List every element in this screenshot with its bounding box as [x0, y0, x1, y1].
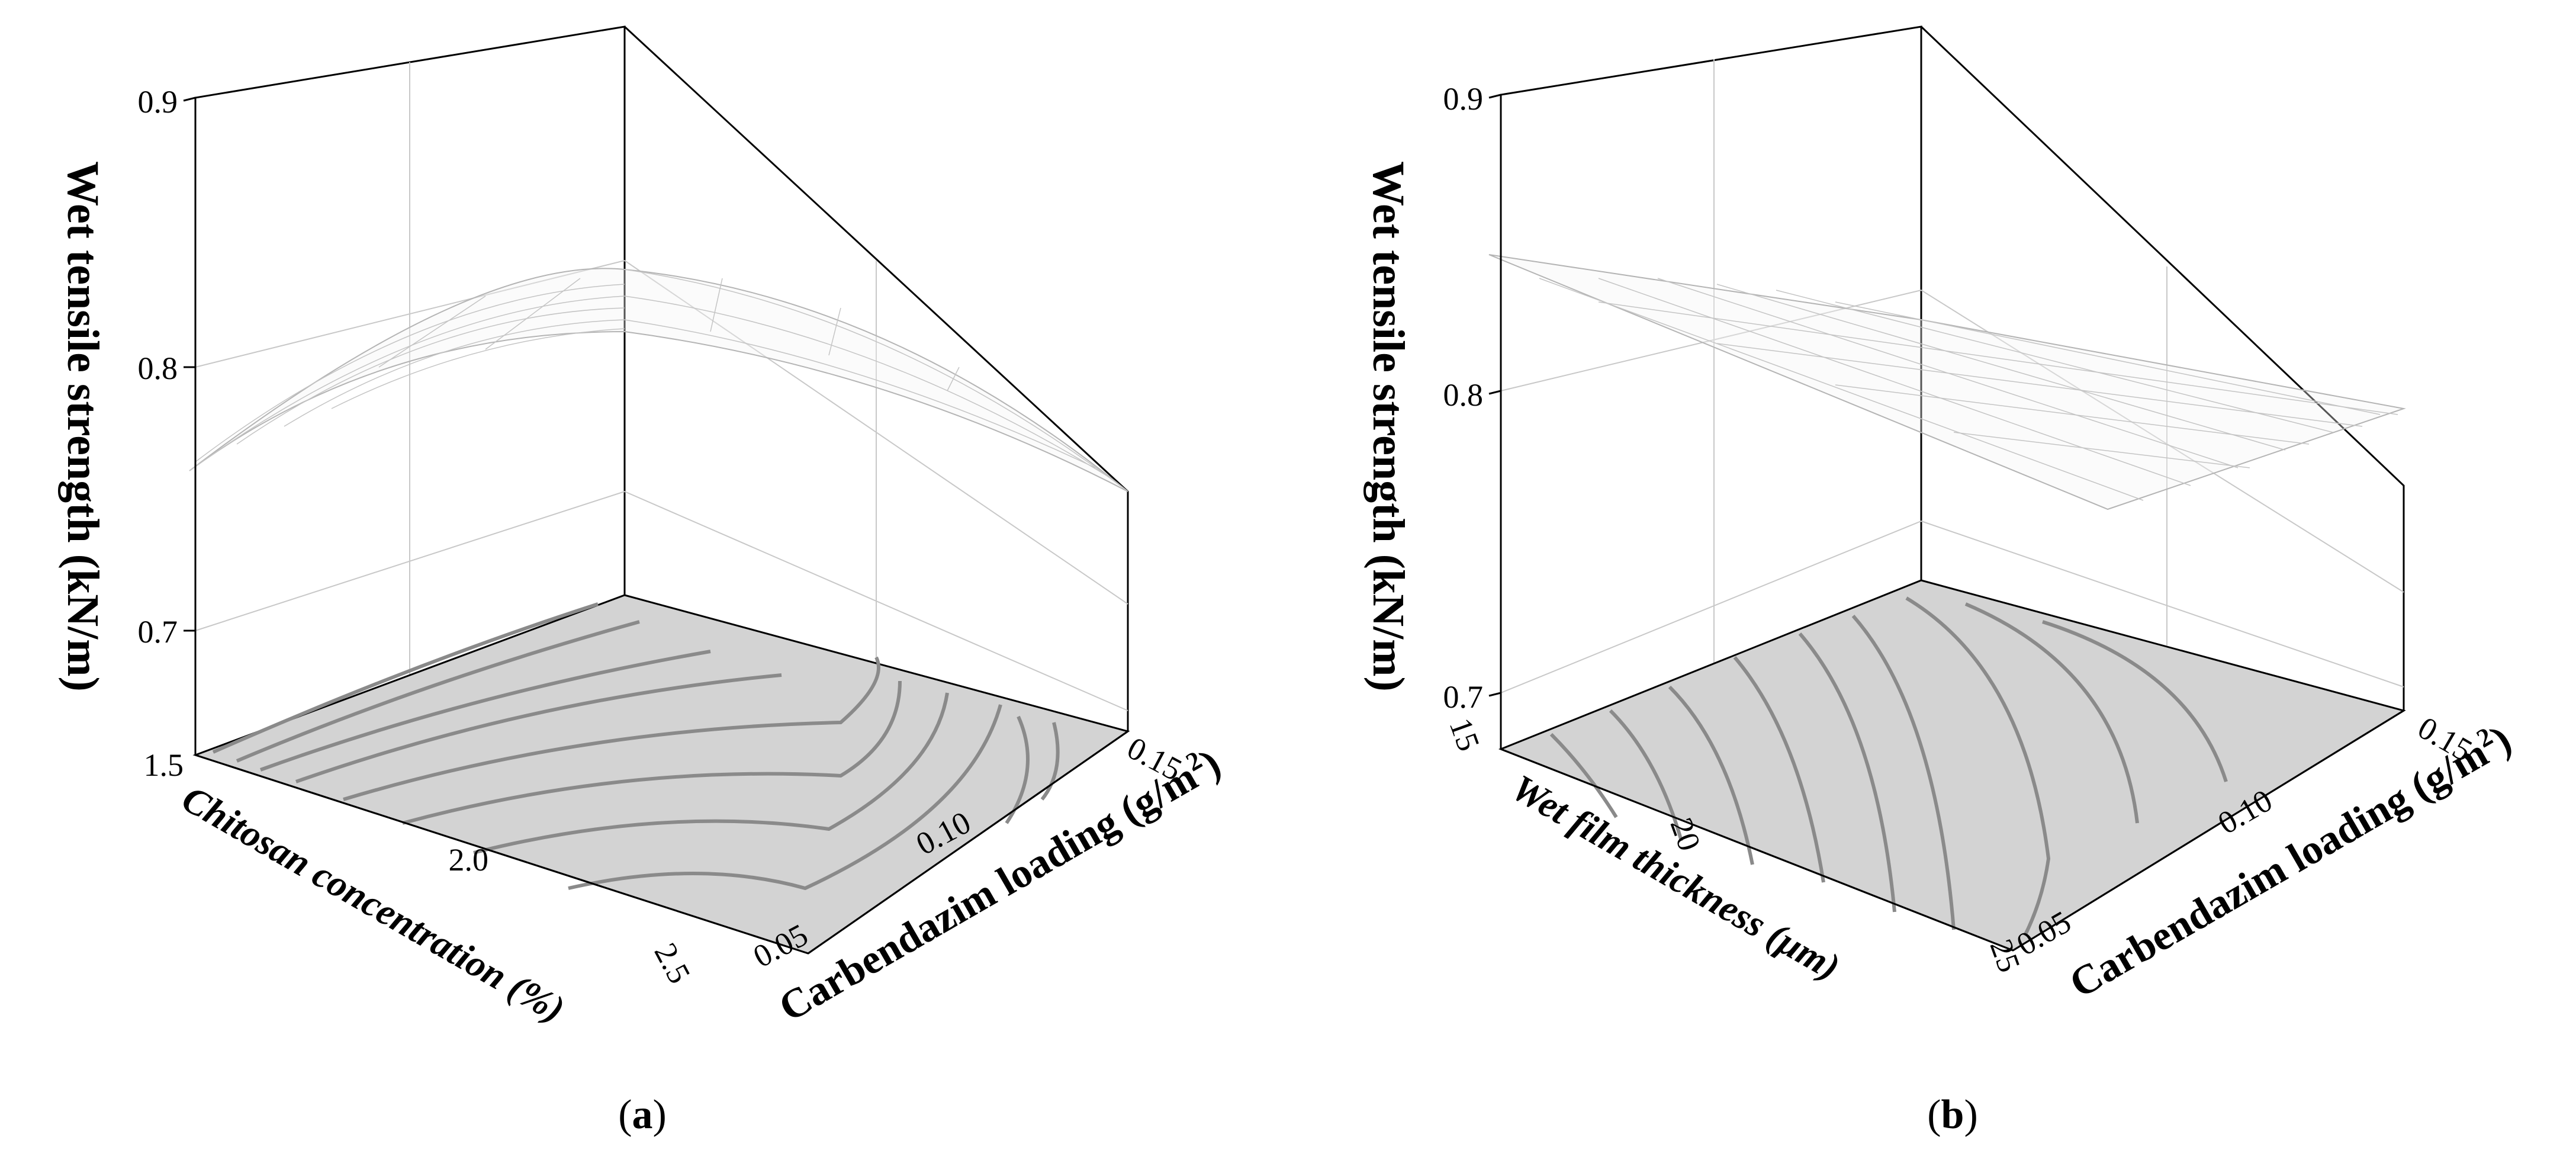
z-axis-title: Wet tensile strength (kN/m) [1363, 161, 1413, 692]
x-tick-label: 1.5 [144, 747, 184, 783]
x-tick-label: 2.0 [449, 842, 489, 878]
back-wall-grid [195, 62, 1128, 711]
z-tick-label: 0.8 [138, 351, 178, 386]
z-tick-label: 0.9 [1443, 81, 1484, 117]
z-tick-label: 0.8 [1443, 377, 1484, 413]
response-surface [189, 268, 1128, 492]
z-axis-ticks [1488, 94, 1501, 697]
panel-letter: a [632, 1092, 653, 1138]
panel-label-a: (a) [618, 1092, 667, 1138]
x-tick-label: 15 [1442, 714, 1487, 756]
z-axis-ticks [183, 97, 196, 632]
z-axis-title: Wet tensile strength (kN/m) [58, 161, 108, 692]
z-tick-label: 0.9 [138, 84, 178, 120]
floor-contour-lines [212, 602, 1060, 891]
panel-letter: b [1941, 1092, 1964, 1138]
front-axes [1500, 95, 2404, 952]
x-tick-label: 2.5 [648, 937, 698, 990]
back-wall-grid [1500, 59, 2404, 693]
surface-mesh-lines [1539, 278, 2398, 501]
panel-a: 0.7 0.8 0.9 1.5 2.0 2.5 0.05 0.10 0.15 W… [58, 25, 1228, 1138]
floor-contour-lines [1549, 596, 2228, 937]
panel-label-b: (b) [1927, 1092, 1978, 1138]
response-surface [1488, 254, 2406, 510]
panel-b: 0.7 0.8 0.9 15 20 25 0.05 0.10 0.15 Wet … [1363, 25, 2519, 1138]
front-axes [194, 98, 1128, 955]
z-tick-label: 0.7 [138, 614, 178, 650]
surface-mesh-lines [189, 269, 1128, 492]
z-tick-label: 0.7 [1443, 679, 1484, 715]
